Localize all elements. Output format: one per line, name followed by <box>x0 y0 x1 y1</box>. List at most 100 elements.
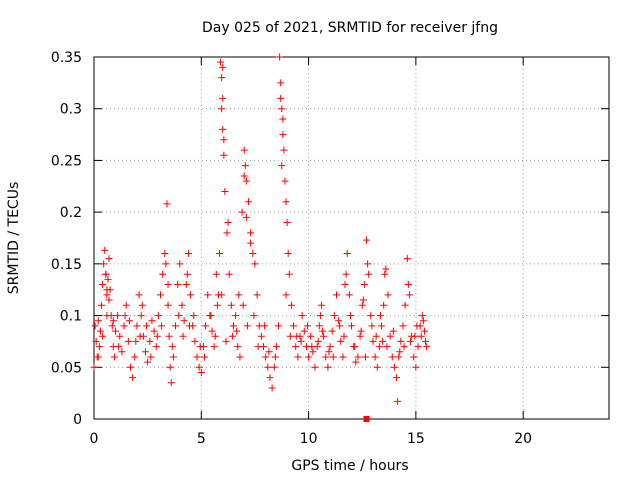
data-point <box>224 218 232 226</box>
data-point <box>281 177 289 185</box>
data-point <box>368 322 376 330</box>
data-point <box>341 281 349 289</box>
data-point <box>342 270 350 278</box>
x-tick-label: 0 <box>90 431 99 447</box>
data-point <box>384 291 392 299</box>
data-point <box>105 255 113 263</box>
data-point <box>235 291 243 299</box>
data-point <box>360 281 368 289</box>
data-point <box>146 337 154 345</box>
data-point <box>322 353 330 361</box>
x-axis-title: GPS time / hours <box>291 458 408 474</box>
data-point <box>239 301 247 309</box>
data-point <box>165 332 173 340</box>
data-point <box>361 353 369 361</box>
data-point <box>135 291 143 299</box>
data-point <box>405 291 413 299</box>
data-point <box>103 312 111 320</box>
data-point <box>401 301 409 309</box>
data-point <box>238 208 246 216</box>
data-point <box>142 348 149 356</box>
data-point <box>386 332 394 340</box>
data-point <box>129 374 137 382</box>
data-point <box>315 322 323 330</box>
data-point <box>157 291 165 299</box>
data-point <box>305 353 313 361</box>
data-point <box>217 58 225 66</box>
data-point <box>223 229 231 237</box>
data-point <box>150 327 158 335</box>
y-tick-label: 0.35 <box>51 50 82 66</box>
data-point <box>220 136 228 144</box>
y-tick-label: 0 <box>73 412 82 428</box>
data-point <box>345 291 353 299</box>
data-point <box>277 94 285 102</box>
data-point <box>287 301 295 309</box>
y-tick-label: 0.1 <box>60 309 82 325</box>
data-point <box>311 363 319 371</box>
data-point <box>221 187 229 195</box>
data-point <box>197 368 205 376</box>
data-point <box>261 322 269 330</box>
data-point <box>320 332 328 340</box>
plot-frame <box>93 56 610 420</box>
data-point <box>286 332 294 340</box>
data-point <box>219 125 227 133</box>
data-point <box>138 301 146 309</box>
data-point <box>242 213 250 221</box>
data-point <box>325 348 333 356</box>
data-point <box>330 312 338 320</box>
data-point <box>122 301 130 309</box>
data-point <box>300 327 308 335</box>
data-point <box>213 301 221 309</box>
data-point <box>335 317 343 325</box>
data-point <box>184 250 192 258</box>
x-tick-label: 15 <box>407 431 425 447</box>
data-point <box>307 332 315 340</box>
data-point <box>92 337 100 345</box>
data-point <box>90 363 98 371</box>
data-point <box>393 374 401 382</box>
data-point <box>399 322 407 330</box>
data-point <box>417 332 425 340</box>
data-point <box>280 146 288 154</box>
data-point <box>275 322 283 330</box>
data-point <box>365 270 373 278</box>
data-point <box>332 291 340 299</box>
data-point <box>410 353 418 361</box>
data-point <box>161 250 169 258</box>
data-point <box>109 317 117 325</box>
data-point <box>314 337 322 345</box>
data-point <box>180 317 188 325</box>
data-point <box>242 177 250 185</box>
data-point-square <box>363 416 370 422</box>
data-point <box>236 353 244 361</box>
data-point <box>413 322 421 330</box>
data-point <box>240 146 248 154</box>
data-point <box>381 270 389 278</box>
data-point <box>412 363 420 371</box>
data-point <box>133 322 141 330</box>
data-point <box>101 246 109 254</box>
data-point <box>153 332 161 340</box>
data-point <box>369 337 377 345</box>
data-point <box>290 322 298 330</box>
data-point <box>388 353 396 361</box>
data-point <box>309 348 317 356</box>
data-point <box>326 343 334 351</box>
data-point <box>371 353 379 361</box>
data-point <box>120 322 128 330</box>
data-point <box>249 250 257 258</box>
data-point <box>104 275 112 283</box>
y-axis-title: SRMTID / TECUs <box>6 182 22 295</box>
data-point <box>166 363 174 371</box>
data-point <box>132 337 140 345</box>
data-point <box>126 363 134 371</box>
y-tick-label: 0.05 <box>51 360 82 376</box>
data-point <box>404 281 412 289</box>
data-point <box>279 115 287 123</box>
y-tick-label: 0.2 <box>60 205 82 221</box>
data-point <box>159 270 167 278</box>
data-point <box>266 374 274 382</box>
data-point <box>420 327 428 335</box>
